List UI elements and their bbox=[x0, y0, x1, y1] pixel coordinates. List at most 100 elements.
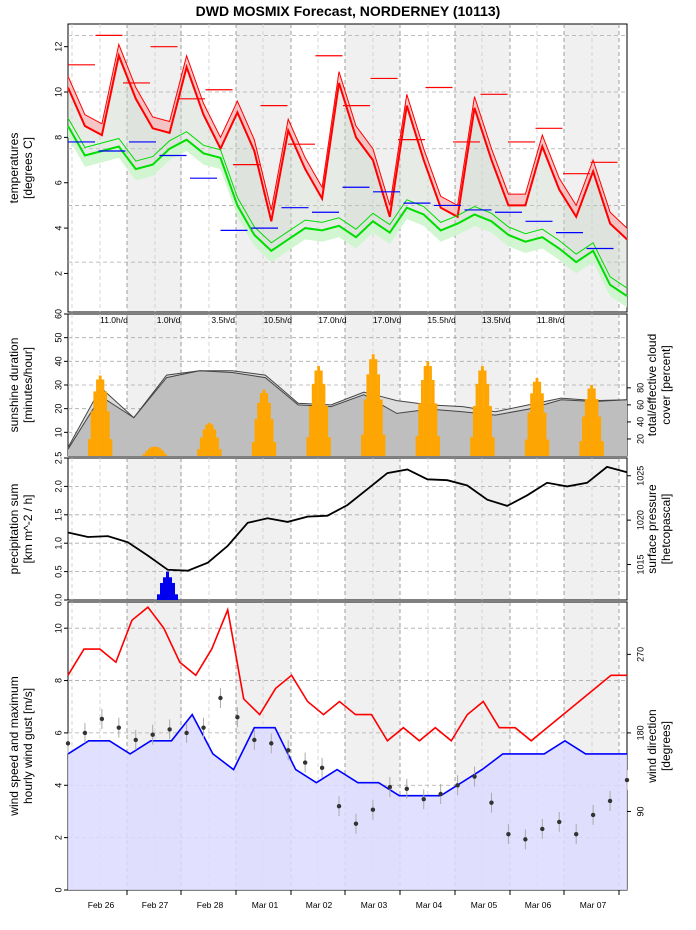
sunshine-bar bbox=[216, 437, 219, 456]
y-tick-label: 1.0 bbox=[53, 537, 63, 550]
sunshine-bar bbox=[421, 380, 424, 456]
sunshine-bar bbox=[153, 446, 157, 456]
wind-dir-point bbox=[184, 730, 189, 736]
sunshine-bar bbox=[90, 411, 94, 456]
wind-axis-label: wind speed and maximumhourly wind gust [… bbox=[7, 676, 35, 816]
y-tick-label: 60 bbox=[635, 400, 645, 410]
y-tick-label: 60 bbox=[53, 309, 63, 319]
pressure-line bbox=[67, 465, 628, 572]
sunshine-bar bbox=[483, 370, 487, 456]
sunshine-bar bbox=[598, 416, 602, 456]
sunshine-bar bbox=[314, 370, 318, 456]
sunshine-bar bbox=[379, 399, 383, 456]
wind-dir-point bbox=[370, 807, 376, 812]
sunshine-bar bbox=[311, 383, 315, 456]
sunshine-bar bbox=[257, 402, 260, 456]
sunshine-bar bbox=[363, 399, 367, 456]
day-shade bbox=[345, 24, 400, 312]
x-tick-label: Mar 01 bbox=[252, 900, 279, 910]
panel-frame bbox=[67, 23, 628, 313]
wind-dir-point bbox=[99, 716, 105, 722]
y-tick-label: 180 bbox=[635, 725, 645, 740]
day-shade bbox=[127, 458, 182, 600]
sunshine-bar bbox=[361, 434, 364, 456]
cloud-axis-label: total/effective cloudcover [percent] bbox=[645, 334, 673, 437]
precip-bar bbox=[175, 594, 178, 600]
y-tick-label: 0.5 bbox=[53, 565, 63, 578]
y-tick-label: 12 bbox=[53, 42, 63, 52]
sunshine-bar bbox=[210, 424, 214, 456]
sunshine-bar bbox=[205, 424, 209, 456]
y-tick-label: 1.5 bbox=[53, 509, 63, 522]
wind-dir-point bbox=[557, 819, 562, 825]
y-tick-label: 40 bbox=[635, 417, 645, 427]
sunshine-bar bbox=[306, 437, 310, 456]
sunshine-bar bbox=[251, 442, 255, 456]
sunshine-bar bbox=[262, 389, 266, 456]
temperature-axis-label: temperatures[degrees C] bbox=[7, 133, 35, 204]
sunshine-bar bbox=[208, 422, 211, 456]
wind-dir-point bbox=[404, 786, 409, 791]
x-tick-label: Mar 05 bbox=[471, 900, 498, 910]
precip-bar bbox=[160, 582, 163, 600]
sunshine-bar bbox=[584, 399, 588, 456]
wind-dir-point bbox=[624, 777, 630, 783]
sunshine-bar bbox=[489, 406, 492, 456]
precip-bar bbox=[157, 594, 160, 600]
y-tick-label: 4 bbox=[53, 783, 63, 788]
sunshine-bar bbox=[535, 377, 539, 456]
sunshine-bar bbox=[429, 366, 432, 456]
y-tick-label: 8 bbox=[53, 135, 63, 140]
sunshine-bar bbox=[98, 375, 102, 456]
y-tick-label: 20 bbox=[53, 404, 63, 414]
wind-dir-point bbox=[235, 715, 240, 720]
x-tick-label: Mar 03 bbox=[361, 900, 388, 910]
sunshine-bar bbox=[541, 393, 544, 456]
day-shade bbox=[345, 458, 400, 600]
y-tick-label: 80 bbox=[635, 383, 645, 393]
y-tick-label: 8 bbox=[53, 678, 63, 683]
daily-sunshine-label: 17.0h/d bbox=[318, 315, 347, 325]
pressure-axis-label: surface pressure[hetcopascal] bbox=[645, 484, 673, 574]
wind-dir-point bbox=[319, 765, 325, 771]
y-tick-label: 10 bbox=[53, 623, 63, 633]
wind-dir-point bbox=[353, 821, 359, 826]
wind-dir-point bbox=[573, 831, 579, 837]
min-temp-line bbox=[67, 125, 628, 297]
sunshine-bar bbox=[213, 429, 217, 456]
daily-sunshine-label: 11.0h/d bbox=[100, 315, 128, 325]
sunshine-bar bbox=[325, 406, 329, 456]
sunshine-bar bbox=[418, 403, 422, 456]
wind-dir-point bbox=[269, 741, 274, 746]
sunshine-bar bbox=[595, 399, 599, 456]
precip-bar bbox=[163, 577, 166, 600]
y-tick-label: 0.0 bbox=[53, 594, 63, 607]
sunshine-bar bbox=[374, 359, 378, 456]
day-shade bbox=[564, 458, 619, 600]
sunshine-bar bbox=[104, 391, 107, 456]
max-temp-upper-line bbox=[67, 42, 628, 229]
sunshine-panel: 11.0h/d 1.0h/d 3.5h/d 10.5h/d 17.0h/d 17.0h/d… bbox=[67, 315, 628, 456]
wind-dir-point bbox=[82, 730, 88, 736]
panel-2 bbox=[67, 457, 628, 601]
daily-sunshine-label: 1.0h/d bbox=[157, 315, 181, 325]
wind-dir-point bbox=[421, 797, 426, 802]
daily-sunshine-label: 13.5h/d bbox=[482, 315, 511, 325]
sunshine-bar bbox=[437, 436, 440, 456]
precip-axis-label: precipitation sum[km m^-2 / h] bbox=[7, 484, 35, 575]
wind-dir-point bbox=[150, 732, 155, 737]
daily-sunshine-label: 10.5h/d bbox=[264, 315, 293, 325]
sunshine-bar bbox=[592, 388, 596, 456]
panel-frame bbox=[67, 457, 628, 601]
wind-dir-point bbox=[472, 774, 477, 779]
wind-direction-axis-label: wind direction[degrees] bbox=[645, 709, 673, 783]
x-tick-label: Feb 28 bbox=[197, 900, 224, 910]
sunshine-bar bbox=[579, 441, 583, 456]
sunshine-bar bbox=[161, 450, 165, 456]
y-tick-label: 1020 bbox=[635, 510, 645, 530]
precip-bar bbox=[172, 582, 175, 600]
daily-sunshine-label: 3.5h/d bbox=[211, 315, 235, 325]
y-tick-label: 10 bbox=[53, 87, 63, 97]
sunshine-bar bbox=[478, 370, 482, 456]
x-tick-label: Mar 04 bbox=[416, 900, 443, 910]
